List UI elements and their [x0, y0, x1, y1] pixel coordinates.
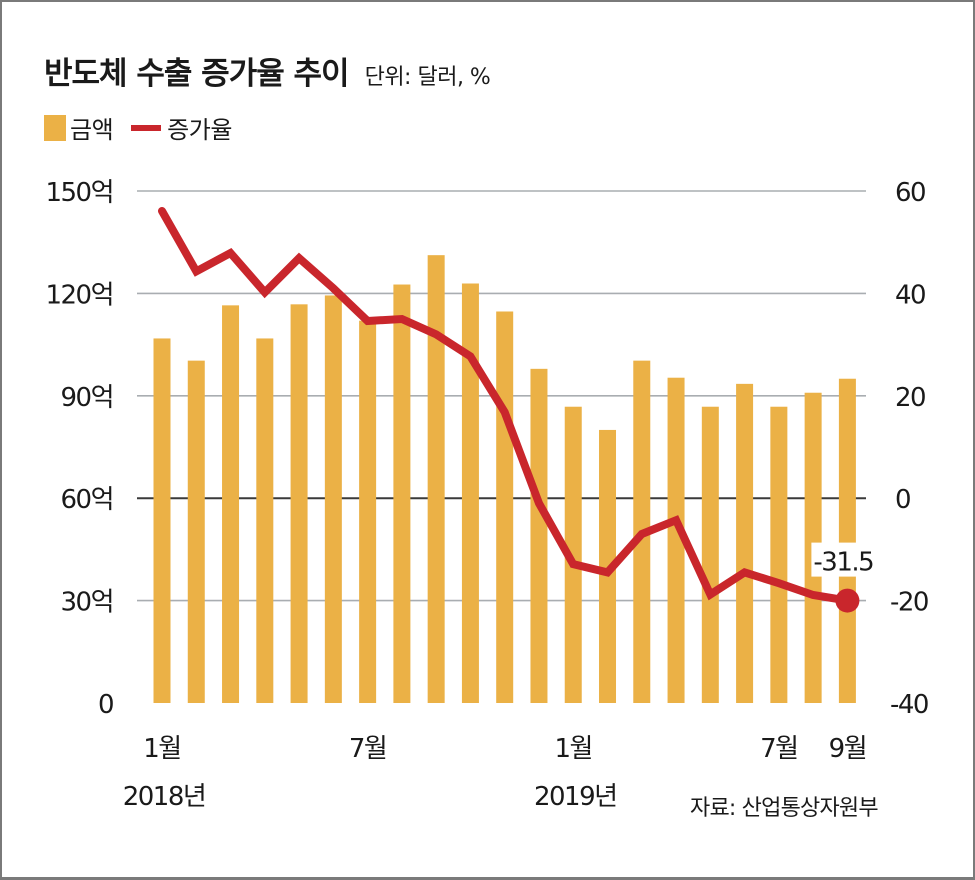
bar	[188, 361, 205, 703]
right-tick-label: 0	[895, 485, 910, 515]
right-tick-label: 40	[895, 280, 925, 310]
bar	[530, 369, 547, 703]
left-axis: 0 30억 60억 90억 120억 150억	[45, 178, 113, 720]
right-tick-label: 60	[895, 178, 925, 208]
annotations: -31.5	[811, 543, 881, 613]
right-axis: -40 -20 0 20 40 60	[890, 178, 928, 720]
bar	[839, 379, 856, 703]
left-tick-label: 30억	[60, 588, 113, 618]
left-tick-label: 120억	[45, 280, 113, 310]
right-tick-label: -20	[890, 588, 928, 618]
bar	[222, 305, 239, 703]
bar	[325, 295, 342, 703]
left-tick-label: 0	[98, 690, 113, 720]
bar-series	[154, 255, 856, 703]
left-tick-label: 150억	[45, 178, 113, 208]
x-tick-year-label: 2018년	[123, 782, 206, 812]
x-tick-label: 1월	[143, 734, 180, 764]
bar	[702, 407, 719, 703]
bar	[496, 311, 513, 703]
left-tick-label: 90억	[60, 383, 113, 413]
annotation-dot-marker	[835, 589, 859, 613]
bar	[359, 321, 376, 703]
bar	[462, 284, 479, 703]
annotation-label: -31.5	[813, 548, 873, 578]
bar	[291, 304, 308, 703]
x-tick-label: 7월	[760, 734, 797, 764]
x-tick-label: 1월	[555, 734, 592, 764]
bar	[256, 338, 273, 703]
right-tick-label: -40	[890, 690, 928, 720]
bar	[428, 255, 445, 703]
bar	[393, 285, 410, 703]
left-tick-label: 60억	[60, 485, 113, 515]
x-tick-year-label: 2019년	[534, 782, 617, 812]
x-tick-label: 7월	[349, 734, 386, 764]
bar	[154, 338, 171, 703]
bar	[736, 384, 753, 703]
source-note: 자료: 산업통상자원부	[690, 790, 878, 822]
x-tick-label: 9월	[829, 734, 866, 764]
bar	[770, 407, 787, 703]
right-tick-label: 20	[895, 383, 925, 413]
